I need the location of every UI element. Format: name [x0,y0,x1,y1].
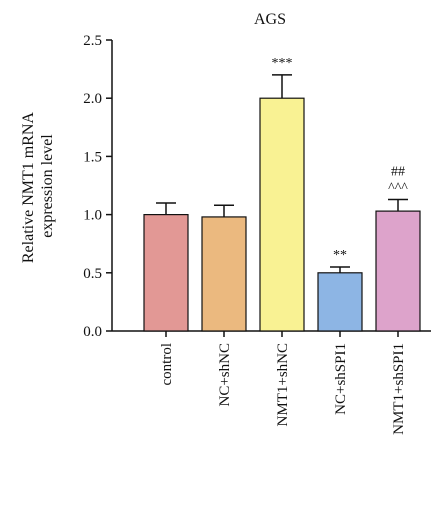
y-axis-title-line-1: Relative NMT1 mRNA [20,112,37,264]
bar-1 [201,216,247,332]
category-label-4: NMT1+shSPI1 [391,343,407,435]
bar-2 [259,97,305,332]
y-axis-title-line-2: expression level [39,134,56,238]
bar-3 [317,272,363,332]
y-tick-label-2: 1.0 [83,208,102,224]
y-tick-label-4: 2.0 [83,91,102,107]
significance-label-4-1: ## [391,164,405,179]
bar-0 [143,214,189,332]
bar-4 [375,210,421,332]
chart-title: AGS [254,11,286,28]
labels: control NC+shNC NMT1+shNC *** NC+shSPI1 ** NMT… [159,56,408,435]
y-axis-title: Relative NMT1 mRNA expression level [20,109,56,263]
category-label-0: control [159,343,175,386]
significance-label-4-0: ^^^ [388,180,408,195]
y-tick-label-3: 1.5 [83,149,102,165]
y-tick-label-1: 0.5 [83,266,102,282]
significance-label-2-0: *** [272,56,293,71]
y-tick-label-0: 0.0 [83,324,102,340]
significance-label-3-0: ** [333,248,347,263]
category-label-3: NC+shSPI1 [333,343,349,415]
category-label-1: NC+shNC [217,343,233,406]
category-label-2: NMT1+shNC [275,343,291,426]
y-tick-label-5: 2.5 [83,33,102,49]
bars [143,74,421,332]
